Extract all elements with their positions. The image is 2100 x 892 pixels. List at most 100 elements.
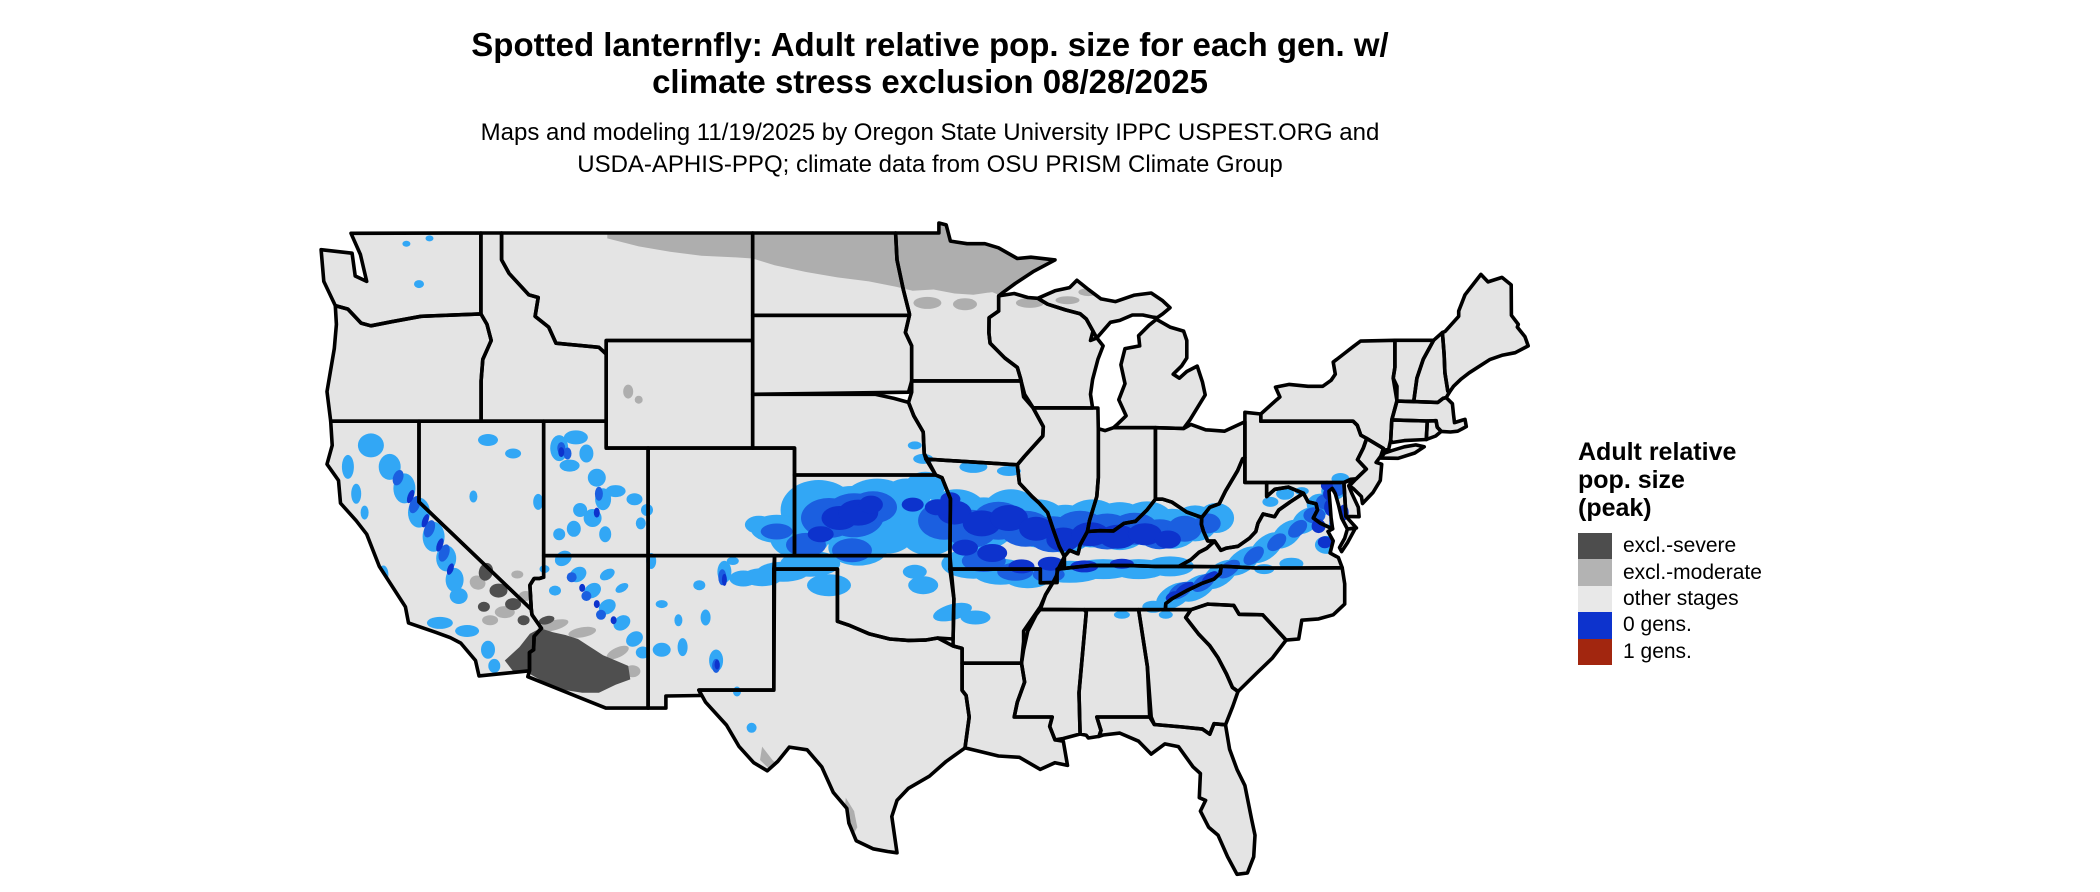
overlay-gen0_light: [478, 434, 498, 446]
overlay-moderate: [606, 645, 629, 660]
legend-item-label: excl.-severe: [1623, 534, 1737, 558]
overlay-gen0_deep: [1008, 559, 1035, 574]
overlay-moderate: [760, 746, 777, 769]
overlay-gen0_light: [1262, 496, 1279, 507]
overlay-gen0_light: [1276, 487, 1295, 500]
state-nevada: [419, 421, 544, 610]
overlay-gen0_light: [425, 235, 434, 242]
state-south-carolina: [1185, 604, 1287, 692]
state-border-virginia-eastern-shore: [1337, 526, 1358, 554]
overlay-gen0_mid: [1267, 533, 1287, 552]
legend-swatch-1: [1578, 559, 1612, 586]
overlay-moderate: [623, 384, 634, 399]
overlay-gen0_deep: [558, 447, 565, 458]
state-border-florida: [1095, 715, 1257, 877]
overlay-severe: [489, 583, 508, 598]
overlay-moderate: [1055, 296, 1080, 305]
overlay-gen0_light: [599, 526, 612, 543]
overlay-gen0_mid: [760, 523, 793, 540]
overlay-gen0_mid: [1243, 546, 1264, 566]
overlay-moderate: [634, 395, 643, 404]
overlay-severe: [538, 615, 555, 625]
overlay-gen0_deep: [1154, 530, 1181, 549]
overlay-gen0_light: [341, 454, 354, 479]
overlay-severe: [517, 615, 530, 626]
legend: Adult relative pop. size (peak) excl.-se…: [1578, 438, 1918, 665]
overlay-gen0_light: [907, 441, 922, 450]
state-michigan-upper: [1037, 280, 1170, 338]
overlay-moderate: [511, 570, 524, 579]
overlay-gen0_mid: [1217, 559, 1240, 579]
overlay-gen0_light: [360, 505, 369, 520]
legend-title: Adult relative pop. size (peak): [1578, 438, 1918, 522]
overlay-gen0_deep: [421, 514, 429, 528]
state-massachusetts: [1391, 397, 1467, 432]
overlay-gen0_light: [729, 570, 758, 587]
overlay-gen0_light: [579, 444, 594, 463]
overlay-gen0_deep: [1019, 516, 1054, 541]
state-new-mexico: [648, 555, 775, 709]
state-wyoming: [606, 340, 753, 449]
overlay-gen0_light: [674, 614, 683, 627]
state-new-york: [1260, 340, 1397, 451]
state-south-dakota: [752, 315, 912, 395]
overlay-gen0_light: [700, 609, 711, 626]
overlay-moderate: [953, 298, 977, 311]
state-new-hampshire: [1413, 332, 1450, 403]
overlay-moderate: [607, 223, 1055, 295]
state-connecticut: [1390, 419, 1428, 443]
overlay-gen0_light: [599, 568, 615, 581]
overlay-gen0_light: [655, 600, 668, 609]
state-idaho: [480, 233, 607, 422]
legend-swatch-2: [1578, 585, 1612, 613]
overlay-moderate: [537, 619, 569, 632]
overlay-gen0_light: [469, 490, 478, 503]
state-maine: [1442, 274, 1529, 393]
overlay-gen0_deep: [1317, 536, 1332, 549]
state-maryland: [1266, 482, 1357, 529]
legend-title-line1: Adult relative: [1578, 438, 1737, 466]
state-border-new-jersey: [1347, 436, 1386, 506]
state-oregon: [327, 305, 492, 422]
overlay-gen0_deep: [977, 544, 1008, 562]
overlay-gen0_light: [488, 658, 501, 673]
state-nebraska: [752, 394, 936, 475]
overlay-gen0_light: [357, 433, 384, 458]
overlay-gen0_deep: [406, 489, 415, 504]
state-rhode-island: [1426, 420, 1442, 440]
overlay-moderate: [1015, 297, 1044, 308]
overlay-gen0_light: [559, 459, 580, 472]
state-iowa: [908, 380, 1044, 465]
overlay-gen0_light: [549, 585, 561, 596]
overlay-gen0_light: [505, 448, 522, 459]
overlay-gen0_deep: [989, 505, 1028, 531]
legend-items: excl.-severe excl.-moderate other stages 0 …: [1578, 533, 1918, 665]
overlay-gen0_light: [726, 557, 739, 565]
overlay-gen0_light: [553, 528, 566, 541]
legend-swatch-0: [1578, 533, 1612, 560]
legend-item-label: 1 gens.: [1623, 639, 1692, 663]
overlay-gen0_light: [563, 430, 588, 445]
map-borders: [319, 221, 1530, 877]
overlay-gen0_light: [455, 625, 480, 637]
state-louisiana: [962, 663, 1068, 770]
legend-item: 0 gens.: [1578, 612, 1918, 639]
map-subtitle: Maps and modeling 11/19/2025 by Oregon S…: [0, 117, 1860, 181]
overlay-gen0_light: [481, 640, 495, 659]
legend-item: other stages: [1578, 585, 1918, 613]
state-border-west-virginia: [1199, 456, 1306, 553]
overlay-gen0_mid: [392, 469, 404, 486]
map-title-line1: Spotted lanternfly: Adult relative pop. …: [471, 26, 1389, 63]
state-wisconsin: [988, 293, 1104, 408]
legend-title-line2: pop. size: [1578, 466, 1685, 494]
overlay-moderate: [482, 615, 499, 626]
overlay-gen0_mid: [594, 486, 603, 501]
state-border-long-island: [1378, 443, 1426, 461]
overlay-gen0_light: [746, 722, 757, 733]
state-alabama: [1079, 609, 1150, 738]
overlay-gen0_mid: [596, 609, 606, 620]
header: Spotted lanternfly: Adult relative pop. …: [0, 26, 1860, 181]
overlay-severe: [504, 628, 631, 693]
state-delaware: [1343, 479, 1360, 517]
overlay-gen0_light: [693, 580, 706, 591]
